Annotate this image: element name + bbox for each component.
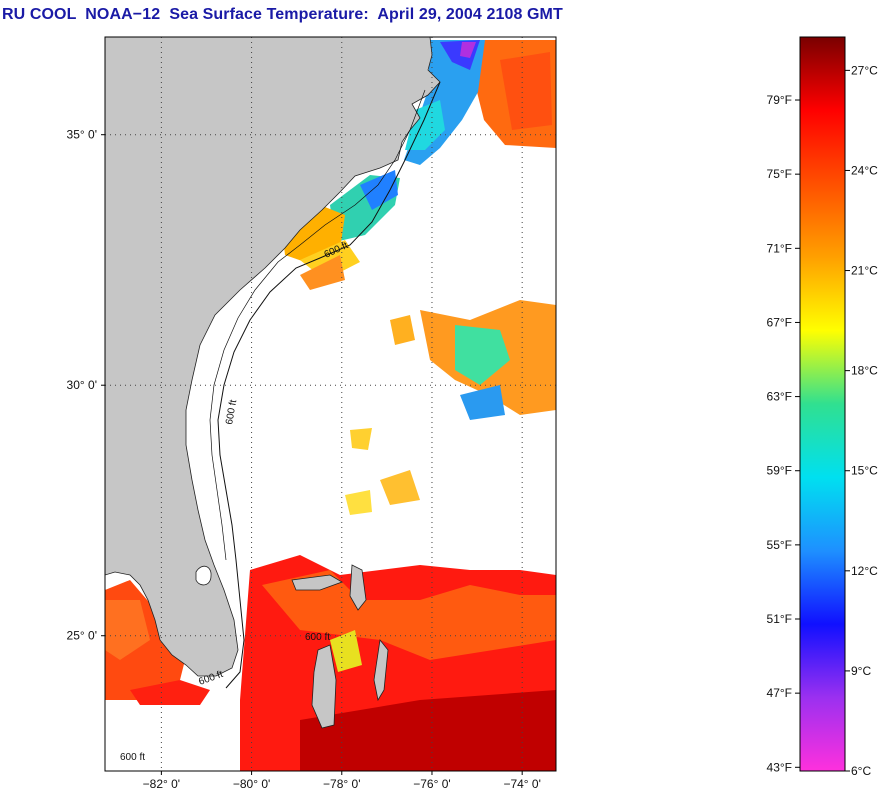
carolina-shelf-blue <box>360 170 398 210</box>
florida-bay-warm <box>130 680 210 705</box>
fahrenheit-label: 59°F <box>767 464 792 478</box>
offshore-patch-cool <box>455 325 510 385</box>
lon-tick-label: −74° 0' <box>503 777 540 791</box>
abaco-island <box>349 564 367 611</box>
lon-tick-label: −82° 0' <box>143 777 180 791</box>
offshore-patch-small <box>350 428 372 450</box>
celsius-label: 15°C <box>851 464 878 478</box>
lake-okeechobee <box>195 565 212 586</box>
offshore-patch-small <box>380 470 420 505</box>
fahrenheit-label: 43°F <box>767 760 792 774</box>
offshore-patch-blue <box>460 385 505 420</box>
contour-label: 600 ft <box>120 752 145 763</box>
offshore-patch-small <box>390 315 415 345</box>
celsius-label: 27°C <box>851 63 878 77</box>
gulf-stream-warm-inner <box>500 52 552 130</box>
lon-tick-label: −76° 0' <box>413 777 450 791</box>
grand-bahama <box>291 574 343 591</box>
fahrenheit-label: 75°F <box>767 167 792 181</box>
fahrenheit-label: 71°F <box>767 241 792 255</box>
contour-label: 600 ft <box>305 632 330 643</box>
contour-label: 600 ft <box>224 399 239 426</box>
colorbar-gradient <box>799 36 846 772</box>
map-panel[interactable]: 600 ft 600 ft 600 ft 600 ft 600 ft <box>105 37 556 771</box>
fahrenheit-label: 67°F <box>767 315 792 329</box>
map-axis-ticks: 35° 0' 30° 0' 25° 0' −82° 0' −80° 0' −78° 0' −… <box>67 128 541 791</box>
fahrenheit-label: 55°F <box>767 538 792 552</box>
celsius-label: 21°C <box>851 264 878 278</box>
us-east-coast-land <box>105 37 441 677</box>
eleuthera <box>373 639 389 702</box>
southern-dark-red <box>300 690 556 771</box>
lon-tick-label: −80° 0' <box>233 777 270 791</box>
southern-orange <box>262 570 556 660</box>
bahamas-shallow-yellow <box>330 630 362 672</box>
gulf-warm-orange <box>105 600 150 660</box>
lat-tick-label: 35° 0' <box>67 128 97 142</box>
land-layer <box>105 37 441 729</box>
lon-tick-label: −78° 0' <box>323 777 360 791</box>
celsius-label: 6°C <box>851 764 871 778</box>
fahrenheit-label: 51°F <box>767 612 792 626</box>
sst-data-layer <box>105 40 556 771</box>
map-title: RU COOL NOAA−12 Sea Surface Temperature:… <box>2 6 563 23</box>
purple-patch <box>460 42 476 58</box>
celsius-label: 18°C <box>851 364 878 378</box>
celsius-label: 12°C <box>851 564 878 578</box>
fahrenheit-label: 63°F <box>767 390 792 404</box>
bathymetry-contour-inner <box>209 89 426 561</box>
celsius-label: 24°C <box>851 163 878 177</box>
andros-island <box>311 644 337 729</box>
fahrenheit-label: 47°F <box>767 686 792 700</box>
colorbar-ticks: 43°F 47°F 51°F 55°F 59°F 63°F 67°F 71°F 75°F 79°F… <box>767 63 879 778</box>
bathymetry-contour-600ft <box>217 81 441 689</box>
carolina-offshore-orange <box>300 255 345 290</box>
lat-tick-label: 30° 0' <box>67 378 97 392</box>
graticule <box>105 37 556 771</box>
offshore-patch-small <box>345 490 372 515</box>
map-frame <box>104 36 557 772</box>
colorbar: 43°F 47°F 51°F 55°F 59°F 63°F 67°F 71°F 75°F 79°F… <box>767 36 879 778</box>
fahrenheit-label: 79°F <box>767 93 792 107</box>
lat-tick-label: 25° 0' <box>67 629 97 643</box>
celsius-label: 9°C <box>851 664 871 678</box>
